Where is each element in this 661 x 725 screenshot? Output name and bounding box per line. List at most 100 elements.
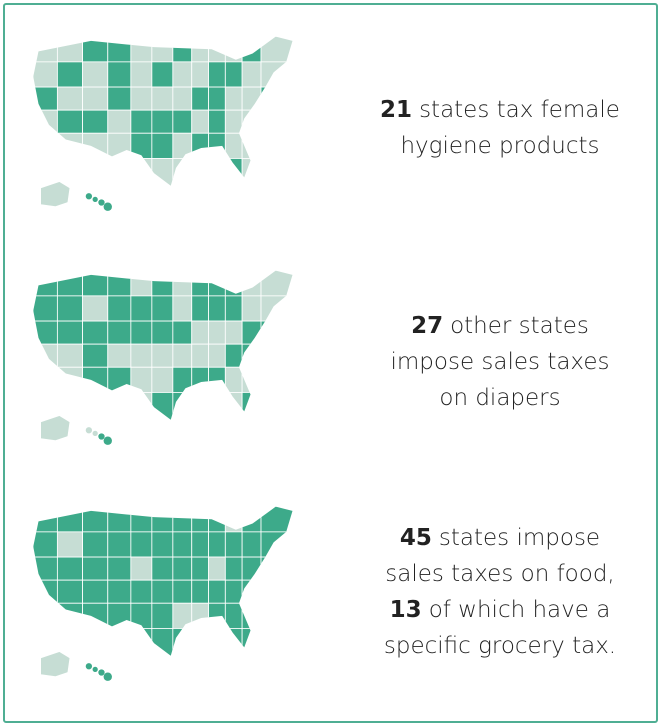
- state: [209, 133, 226, 158]
- state: [28, 603, 57, 628]
- state: [209, 532, 226, 557]
- state: [173, 498, 192, 532]
- state: [57, 296, 82, 321]
- state: [242, 87, 261, 110]
- caption-line: hygiene products: [360, 128, 640, 164]
- caption-line: 45states impose: [360, 520, 640, 556]
- state: [242, 110, 261, 133]
- state: [242, 557, 261, 580]
- state: [131, 344, 152, 367]
- state: [152, 321, 173, 344]
- state: [131, 110, 152, 133]
- state: [209, 367, 226, 392]
- state: [209, 296, 226, 321]
- state: [57, 603, 82, 628]
- state: [261, 557, 301, 580]
- state: [28, 498, 57, 532]
- state: [152, 158, 173, 196]
- state: [173, 110, 192, 133]
- state: [152, 296, 173, 321]
- state: [152, 580, 173, 603]
- state: [108, 392, 131, 430]
- state: [192, 110, 209, 133]
- state: [209, 158, 226, 196]
- state: [225, 262, 242, 296]
- state: [242, 603, 261, 628]
- state: [192, 28, 209, 62]
- state: [83, 580, 108, 603]
- state: [152, 498, 173, 532]
- state: [192, 603, 209, 628]
- state: [242, 498, 261, 532]
- hawaii: [93, 667, 98, 672]
- state: [28, 321, 57, 344]
- state: [209, 110, 226, 133]
- caption-text: sales taxes on food,: [385, 561, 614, 587]
- state: [83, 498, 108, 532]
- state: [152, 62, 173, 87]
- caption-text: impose sales taxes: [391, 349, 610, 375]
- state: [108, 344, 131, 367]
- state: [192, 262, 209, 296]
- hawaii: [86, 193, 92, 199]
- state: [192, 344, 209, 367]
- state: [173, 628, 192, 666]
- state: [209, 87, 226, 110]
- state: [28, 367, 57, 392]
- state: [261, 87, 301, 110]
- state: [192, 296, 209, 321]
- alaska: [41, 416, 70, 441]
- state: [209, 344, 226, 367]
- state: [261, 296, 301, 321]
- hawaii: [98, 199, 104, 205]
- caption: 21states tax femalehygiene products: [360, 92, 640, 164]
- state: [28, 557, 57, 580]
- caption: 27other statesimpose sales taxeson diape…: [360, 308, 640, 416]
- state: [242, 133, 261, 158]
- state: [173, 158, 192, 196]
- state: [131, 392, 152, 430]
- state: [28, 580, 57, 603]
- state: [242, 367, 261, 392]
- state: [173, 133, 192, 158]
- state: [28, 110, 57, 133]
- us-map: [28, 262, 303, 462]
- state: [108, 628, 131, 666]
- state: [108, 62, 131, 87]
- hawaii: [93, 197, 98, 202]
- state: [173, 262, 192, 296]
- state: [131, 158, 152, 196]
- state: [83, 532, 108, 557]
- state: [152, 262, 173, 296]
- state: [209, 557, 226, 580]
- state: [173, 557, 192, 580]
- state: [57, 321, 82, 344]
- caption-line: on diapers: [360, 380, 640, 416]
- state: [261, 133, 301, 158]
- state: [225, 110, 242, 133]
- state: [152, 532, 173, 557]
- us-map: [28, 498, 303, 698]
- state: [131, 133, 152, 158]
- caption-text: other states: [450, 313, 589, 339]
- state: [108, 158, 131, 196]
- state: [108, 87, 131, 110]
- state: [152, 133, 173, 158]
- caption-line: specific grocery tax.: [360, 628, 640, 664]
- hawaii: [93, 431, 98, 436]
- state: [225, 603, 242, 628]
- state: [192, 87, 209, 110]
- state: [131, 498, 152, 532]
- state: [192, 321, 209, 344]
- state: [209, 628, 226, 666]
- state: [28, 262, 57, 296]
- state: [131, 28, 152, 62]
- hawaii: [86, 663, 92, 669]
- state: [131, 580, 152, 603]
- state: [152, 110, 173, 133]
- state: [261, 367, 301, 392]
- hawaii: [86, 427, 92, 433]
